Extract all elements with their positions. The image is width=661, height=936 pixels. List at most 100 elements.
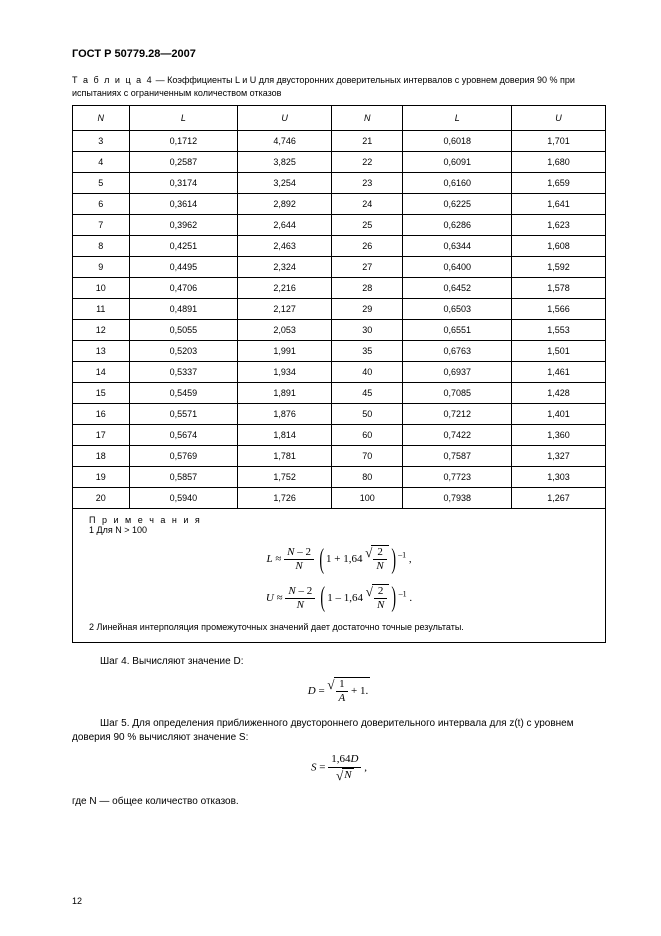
table-cell: 0,3614 xyxy=(129,194,238,215)
table-cell: 0,7085 xyxy=(403,383,512,404)
table-row: 160,55711,876500,72121,401 xyxy=(73,404,606,425)
table-cell: 0,3174 xyxy=(129,173,238,194)
table-cell: 1,501 xyxy=(512,341,606,362)
col-header: N xyxy=(331,106,402,131)
table-cell: 0,6091 xyxy=(403,152,512,173)
table-cell: 0,5857 xyxy=(129,467,238,488)
table-cell: 70 xyxy=(331,446,402,467)
table-caption: Т а б л и ц а 4 — Коэффициенты L и U для… xyxy=(72,74,606,99)
table-cell: 1,876 xyxy=(238,404,332,425)
table-cell: 60 xyxy=(331,425,402,446)
table-cell: 2,127 xyxy=(238,299,332,320)
table-cell: 45 xyxy=(331,383,402,404)
table-header-row: N L U N L U xyxy=(73,106,606,131)
table-cell: 22 xyxy=(331,152,402,173)
table-cell: 0,1712 xyxy=(129,131,238,152)
caption-prefix: Т а б л и ц а 4 xyxy=(72,75,153,85)
table-cell: 2,892 xyxy=(238,194,332,215)
table-cell: 1,680 xyxy=(512,152,606,173)
formula-U: U ≈ N – 2N (1 – 1,64 2N)–1 . xyxy=(89,584,589,612)
table-cell: 0,7938 xyxy=(403,488,512,509)
table-cell: 14 xyxy=(73,362,130,383)
table-cell: 2,216 xyxy=(238,278,332,299)
table-cell: 1,934 xyxy=(238,362,332,383)
col-header: L xyxy=(129,106,238,131)
table-cell: 0,6160 xyxy=(403,173,512,194)
table-cell: 1,726 xyxy=(238,488,332,509)
table-cell: 50 xyxy=(331,404,402,425)
table-cell: 13 xyxy=(73,341,130,362)
table-cell: 0,6503 xyxy=(403,299,512,320)
notes-title: П р и м е ч а н и я xyxy=(89,515,589,525)
table-cell: 19 xyxy=(73,467,130,488)
table-cell: 0,7422 xyxy=(403,425,512,446)
col-header: N xyxy=(73,106,130,131)
table-row: 40,25873,825220,60911,680 xyxy=(73,152,606,173)
table-cell: 0,5769 xyxy=(129,446,238,467)
table-cell: 0,7723 xyxy=(403,467,512,488)
table-row: 60,36142,892240,62251,641 xyxy=(73,194,606,215)
table-cell: 1,553 xyxy=(512,320,606,341)
notes-row: П р и м е ч а н и я 1 Для N > 100 L ≈ N … xyxy=(73,509,606,643)
table-row: 130,52031,991350,67631,501 xyxy=(73,341,606,362)
table-cell: 7 xyxy=(73,215,130,236)
table-row: 70,39622,644250,62861,623 xyxy=(73,215,606,236)
table-cell: 26 xyxy=(331,236,402,257)
table-cell: 0,6551 xyxy=(403,320,512,341)
table-row: 50,31743,254230,61601,659 xyxy=(73,173,606,194)
table-cell: 2,644 xyxy=(238,215,332,236)
table-cell: 1,428 xyxy=(512,383,606,404)
table-row: 140,53371,934400,69371,461 xyxy=(73,362,606,383)
table-cell: 21 xyxy=(331,131,402,152)
table-cell: 0,5203 xyxy=(129,341,238,362)
table-cell: 1,461 xyxy=(512,362,606,383)
table-cell: 10 xyxy=(73,278,130,299)
table-cell: 1,781 xyxy=(238,446,332,467)
table-cell: 2,053 xyxy=(238,320,332,341)
table-cell: 0,7587 xyxy=(403,446,512,467)
table-cell: 1,752 xyxy=(238,467,332,488)
coefficients-table: N L U N L U 30,17124,746210,60181,70140,… xyxy=(72,105,606,643)
table-cell: 1,701 xyxy=(512,131,606,152)
col-header: U xyxy=(512,106,606,131)
table-row: 110,48912,127290,65031,566 xyxy=(73,299,606,320)
table-cell: 1,991 xyxy=(238,341,332,362)
formula-S: S = 1,64DN , xyxy=(72,753,606,783)
table-cell: 8 xyxy=(73,236,130,257)
table-cell: 1,303 xyxy=(512,467,606,488)
doc-header: ГОСТ Р 50779.28—2007 xyxy=(72,48,606,60)
table-cell: 0,2587 xyxy=(129,152,238,173)
table-cell: 0,6344 xyxy=(403,236,512,257)
formula-D: D = 1A + 1. xyxy=(72,677,606,705)
formula-L: L ≈ N – 2N (1 + 1,64 2N)–1 , xyxy=(89,545,589,573)
table-cell: 0,6452 xyxy=(403,278,512,299)
table-cell: 2,324 xyxy=(238,257,332,278)
where-text: где N — общее количество отказов. xyxy=(72,795,606,809)
table-cell: 3,825 xyxy=(238,152,332,173)
table-cell: 1,814 xyxy=(238,425,332,446)
table-cell: 0,7212 xyxy=(403,404,512,425)
table-cell: 0,5055 xyxy=(129,320,238,341)
table-row: 100,47062,216280,64521,578 xyxy=(73,278,606,299)
table-cell: 1,891 xyxy=(238,383,332,404)
table-cell: 1,327 xyxy=(512,446,606,467)
table-cell: 27 xyxy=(331,257,402,278)
table-cell: 3 xyxy=(73,131,130,152)
table-cell: 35 xyxy=(331,341,402,362)
table-cell: 0,6286 xyxy=(403,215,512,236)
table-row: 150,54591,891450,70851,428 xyxy=(73,383,606,404)
table-row: 180,57691,781700,75871,327 xyxy=(73,446,606,467)
table-cell: 1,360 xyxy=(512,425,606,446)
table-cell: 1,401 xyxy=(512,404,606,425)
table-cell: 100 xyxy=(331,488,402,509)
col-header: L xyxy=(403,106,512,131)
table-cell: 0,6763 xyxy=(403,341,512,362)
table-cell: 80 xyxy=(331,467,402,488)
table-cell: 18 xyxy=(73,446,130,467)
table-cell: 9 xyxy=(73,257,130,278)
note1: 1 Для N > 100 xyxy=(89,525,589,535)
table-cell: 0,3962 xyxy=(129,215,238,236)
table-row: 80,42512,463260,63441,608 xyxy=(73,236,606,257)
table-row: 170,56741,814600,74221,360 xyxy=(73,425,606,446)
table-cell: 0,5571 xyxy=(129,404,238,425)
